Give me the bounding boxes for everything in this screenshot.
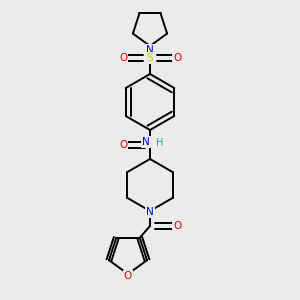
- Text: H: H: [156, 138, 164, 148]
- Text: S: S: [147, 53, 153, 63]
- Text: O: O: [119, 140, 127, 150]
- Text: O: O: [124, 271, 132, 281]
- Text: N: N: [146, 207, 154, 217]
- Text: O: O: [119, 53, 127, 63]
- Text: N: N: [142, 137, 150, 147]
- Text: O: O: [173, 53, 181, 63]
- Text: N: N: [146, 45, 154, 55]
- Text: O: O: [173, 221, 181, 231]
